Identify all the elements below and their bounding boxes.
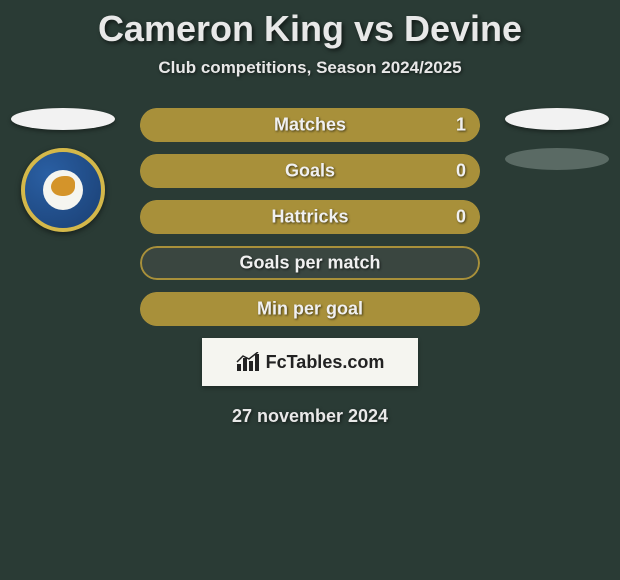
stat-label: Hattricks	[271, 207, 348, 228]
stat-bar: Hattricks 0	[140, 200, 480, 234]
stat-bar: Goals 0	[140, 154, 480, 188]
page-title: Cameron King vs Devine	[0, 0, 620, 50]
player-right-banner	[505, 108, 609, 130]
stat-bar: Goals per match	[140, 246, 480, 280]
player-right-column	[502, 108, 612, 188]
stat-bar: Min per goal	[140, 292, 480, 326]
player-right-banner-alt	[505, 148, 609, 170]
stat-label: Goals per match	[239, 253, 380, 274]
stat-label: Matches	[274, 115, 346, 136]
club-badge-left	[21, 148, 105, 232]
comparison-container: Matches 1 Goals 0 Hattricks 0 Goals per match M…	[0, 108, 620, 326]
player-left-column	[8, 108, 118, 232]
page-subtitle: Club competitions, Season 2024/2025	[0, 58, 620, 78]
source-logo-text: FcTables.com	[266, 352, 385, 373]
stat-label: Min per goal	[257, 299, 363, 320]
club-badge-bird-icon	[51, 176, 75, 196]
stat-label: Goals	[285, 161, 335, 182]
source-logo-box: FcTables.com	[202, 338, 418, 386]
stat-value: 0	[456, 161, 466, 182]
snapshot-date: 27 november 2024	[0, 406, 620, 427]
stat-value: 1	[456, 115, 466, 136]
player-left-banner	[11, 108, 115, 130]
stat-bar: Matches 1	[140, 108, 480, 142]
bar-chart-icon	[236, 352, 260, 372]
stat-value: 0	[456, 207, 466, 228]
stats-column: Matches 1 Goals 0 Hattricks 0 Goals per match M…	[140, 108, 480, 326]
